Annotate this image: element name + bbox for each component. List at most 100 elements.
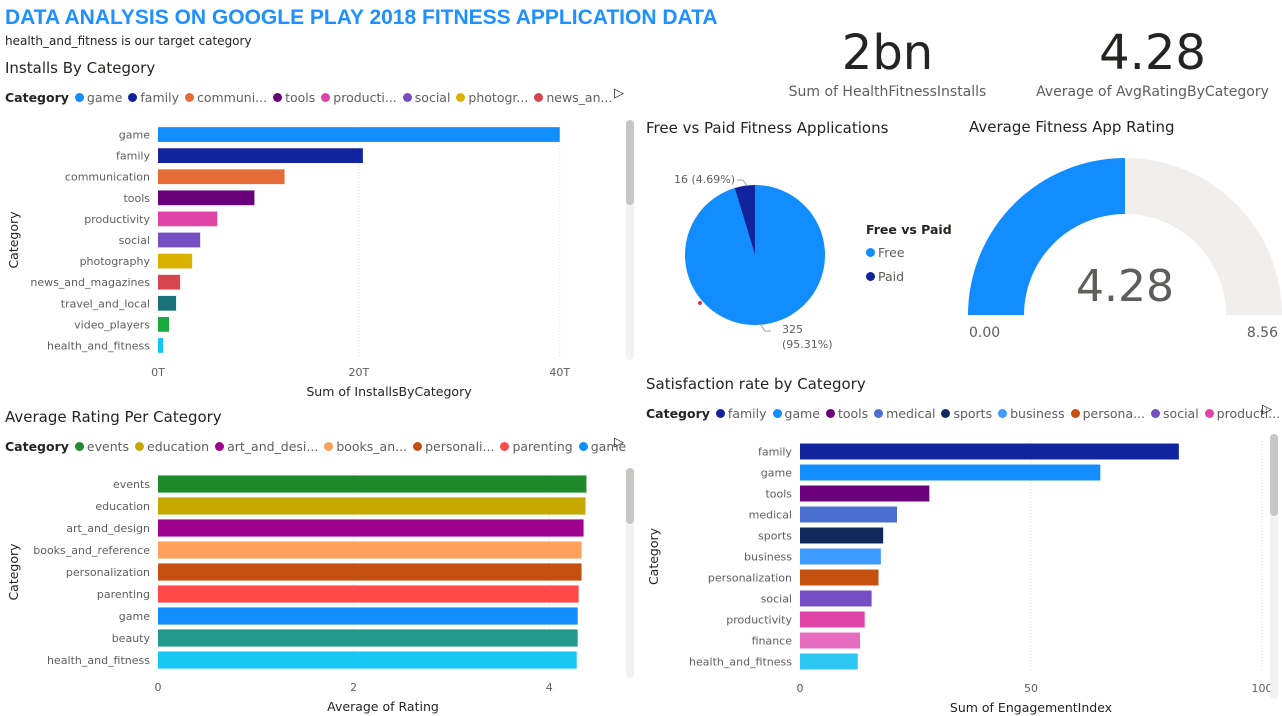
bar-beauty xyxy=(158,629,578,647)
legend-dot xyxy=(74,92,84,102)
rating-chart-title: Average Rating Per Category xyxy=(5,408,222,426)
y-tick-label: productivity xyxy=(84,213,150,226)
legend-label: family xyxy=(727,405,767,421)
bar-personalization xyxy=(158,563,582,581)
legend-dot xyxy=(534,92,544,102)
installs-bar-chart[interactable]: 0T 20T 40T game family communication tools prod… xyxy=(0,118,610,408)
legend-label: photogr... xyxy=(468,89,529,105)
legend-dot xyxy=(1204,408,1214,418)
legend-label: education xyxy=(147,438,210,454)
installs-legend[interactable]: Category game family communi... tools product… xyxy=(5,88,618,106)
legend-dot xyxy=(578,441,588,451)
y-tick-label: photography xyxy=(80,255,151,268)
legend-item[interactable]: sports xyxy=(941,406,992,421)
satisfaction-legend[interactable]: Category family game tools medical sports busi… xyxy=(646,404,1282,422)
legend-item[interactable]: photogr... xyxy=(456,90,528,105)
legend-dot xyxy=(500,441,510,451)
legend-label: news_an... xyxy=(546,89,613,105)
legend-item[interactable]: business xyxy=(998,406,1065,421)
bar-health_and_fitness xyxy=(158,338,164,353)
pie-marker-dot xyxy=(698,301,702,305)
x-axis-title: Sum of EngagementIndex xyxy=(950,700,1112,715)
scrollbar-thumb[interactable] xyxy=(626,468,634,524)
legend-item[interactable]: parenting xyxy=(500,439,573,454)
legend-item[interactable]: medical xyxy=(874,406,935,421)
report-title: DATA ANALYSIS ON GOOGLE PLAY 2018 FITNES… xyxy=(5,6,718,29)
y-tick-label: family xyxy=(116,150,150,163)
satisfaction-bar-chart[interactable]: 0 50 100 family game tools medical sports busine… xyxy=(640,436,1270,716)
legend-label: producti... xyxy=(1216,405,1281,421)
kpi-card-rating[interactable]: 4.28 Average of AvgRatingByCategory xyxy=(1030,22,1275,110)
bar-game xyxy=(158,607,578,625)
legend-item[interactable]: game xyxy=(74,90,122,105)
gauge-value-label: 4.28 xyxy=(1076,261,1174,312)
scrollbar-satisfaction-panel[interactable] xyxy=(1270,434,1278,699)
legend-item[interactable]: communi... xyxy=(184,89,268,105)
legend-label: family xyxy=(140,89,179,105)
legend-item[interactable]: education xyxy=(135,439,209,454)
legend-item[interactable]: persona... xyxy=(1070,405,1146,421)
legend-dot xyxy=(874,408,884,418)
legend-item[interactable]: tools xyxy=(273,90,315,105)
bar-sports xyxy=(800,527,884,544)
legend-item[interactable]: game xyxy=(578,438,627,454)
legend-dot xyxy=(456,92,466,102)
legend-label: personali... xyxy=(425,438,495,454)
scrollbar-pie-panel[interactable] xyxy=(626,120,634,360)
y-tick-label: medical xyxy=(749,509,792,522)
bar-art_and_design xyxy=(158,519,584,537)
rating-gauge[interactable]: 4.28 0.00 8.56 xyxy=(960,150,1282,350)
free-vs-paid-pie-chart[interactable]: 16 (4.69%) 325 (95.31%) xyxy=(640,150,950,360)
bar-tools xyxy=(800,485,930,502)
legend-item[interactable]: family xyxy=(715,405,767,421)
rating-legend-next-arrow[interactable]: ▷ xyxy=(614,435,624,450)
legend-item[interactable]: social xyxy=(402,90,450,105)
legend-item[interactable]: producti... xyxy=(321,90,397,105)
legend-item[interactable]: tools xyxy=(825,406,868,421)
y-axis-title: Category xyxy=(646,527,661,585)
rating-bar-chart[interactable]: 0 2 4 events education art_and_design books_an… xyxy=(0,470,610,716)
y-tick-label: tools xyxy=(123,192,150,205)
installs-legend-next-arrow[interactable]: ▷ xyxy=(614,86,624,101)
x-tick-label: 20T xyxy=(349,366,370,379)
legend-label: game xyxy=(590,438,627,454)
legend-dot xyxy=(998,408,1008,418)
legend-label: communi... xyxy=(196,89,268,105)
bar-news_and_magazines xyxy=(158,274,181,290)
legend-item[interactable]: producti... xyxy=(1204,405,1281,421)
legend-dot xyxy=(715,408,725,418)
legend-dot xyxy=(825,408,835,418)
scrollbar-thumb[interactable] xyxy=(1270,434,1278,516)
pie-legend-item-free[interactable]: Free xyxy=(866,245,952,260)
legend-dot xyxy=(215,441,225,451)
legend-item[interactable]: family xyxy=(128,90,179,105)
gauge-fill xyxy=(968,158,1125,315)
scrollbar-thumb[interactable] xyxy=(626,120,634,205)
bar-productivity xyxy=(800,611,865,628)
y-tick-label: beauty xyxy=(112,632,151,645)
legend-item[interactable]: books_an... xyxy=(324,439,407,454)
pie-legend[interactable]: Free vs Paid Free Paid xyxy=(866,222,952,284)
legend-item[interactable]: social xyxy=(1151,406,1199,421)
scrollbar-rating-panel[interactable] xyxy=(626,468,634,678)
kpi-value-rating: 4.28 xyxy=(1099,25,1206,81)
bar-finance xyxy=(800,632,861,649)
x-tick-label: 40T xyxy=(549,366,570,379)
legend-item[interactable]: personali... xyxy=(413,439,494,454)
y-tick-label: travel_and_local xyxy=(61,297,150,310)
y-tick-label: news_and_magazines xyxy=(30,276,150,289)
x-tick-label: 2 xyxy=(350,681,357,694)
pie-legend-title: Free vs Paid xyxy=(866,222,952,237)
bar-education xyxy=(158,497,586,515)
satisfaction-legend-next-arrow[interactable]: ▷ xyxy=(1262,402,1272,417)
kpi-card-installs[interactable]: 2bn Sum of HealthFitnessInstalls xyxy=(770,22,1005,110)
pie-legend-item-paid[interactable]: Paid xyxy=(866,269,952,284)
legend-label: persona... xyxy=(1082,405,1146,421)
legend-item[interactable]: events xyxy=(74,439,129,454)
legend-item[interactable]: game xyxy=(772,406,820,421)
bar-game xyxy=(158,127,560,142)
x-axis-title: Sum of InstallsByCategory xyxy=(306,384,472,399)
rating-legend[interactable]: Category events education art_and_desi... bo… xyxy=(5,437,632,455)
legend-item[interactable]: art_and_desi... xyxy=(215,439,318,454)
legend-item[interactable]: news_an... xyxy=(534,90,612,105)
